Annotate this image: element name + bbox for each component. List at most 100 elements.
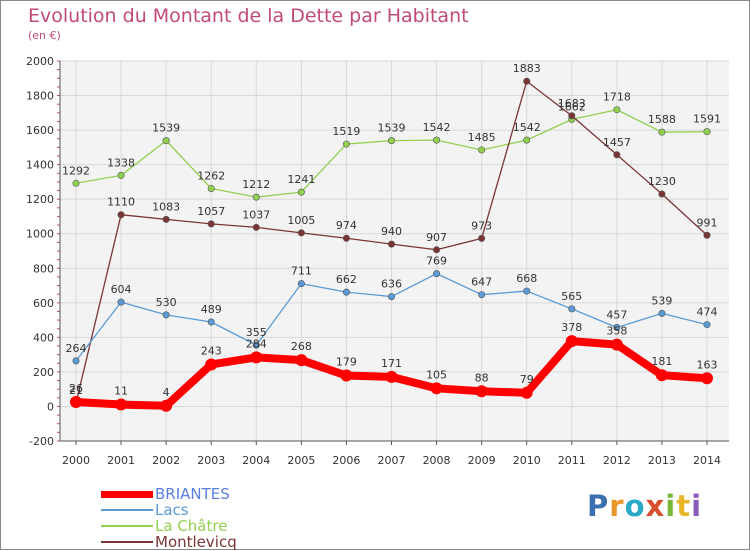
data-point: [207, 220, 215, 228]
x-tick-label: 2012: [603, 454, 631, 467]
data-label: 181: [651, 355, 672, 368]
y-tick-label: 1800: [26, 90, 54, 103]
x-tick-label: 2010: [513, 454, 541, 467]
data-label: 907: [426, 231, 447, 244]
data-point: [703, 231, 711, 239]
data-point: [565, 335, 578, 348]
data-label: 647: [471, 276, 492, 289]
data-point: [115, 398, 128, 411]
y-tick-label: 1200: [26, 193, 54, 206]
legend-label-montlevicq: Montlevicq: [155, 533, 237, 551]
data-label: 530: [156, 296, 177, 309]
legend-label-briantes: BRIANTES: [155, 485, 230, 503]
data-point: [523, 77, 531, 85]
data-point: [162, 311, 170, 319]
data-point: [252, 341, 260, 349]
data-point: [523, 136, 531, 144]
data-label: 1539: [152, 122, 180, 135]
data-label: 668: [516, 272, 537, 285]
data-label: 11: [114, 385, 128, 398]
data-point: [72, 357, 80, 365]
data-label: 1485: [468, 131, 496, 144]
data-point: [387, 293, 395, 301]
data-label: 769: [426, 255, 447, 268]
x-tick-label: 2009: [468, 454, 496, 467]
data-label: 171: [381, 357, 402, 370]
data-point: [207, 184, 215, 192]
legend-swatch-la-chatre: [101, 525, 153, 527]
x-tick-label: 2001: [107, 454, 135, 467]
x-tick-label: 2002: [152, 454, 180, 467]
data-point: [387, 137, 395, 145]
legend-label-la-chatre: La Châtre: [155, 517, 228, 535]
data-label: 1230: [648, 175, 676, 188]
data-point: [478, 291, 486, 299]
data-point: [117, 171, 125, 179]
data-label: 243: [201, 344, 222, 357]
data-label: 662: [336, 273, 357, 286]
data-point: [252, 223, 260, 231]
legend-label-lacs: Lacs: [155, 501, 189, 519]
data-label: 1591: [693, 113, 721, 126]
data-label: 26: [69, 382, 83, 395]
data-point: [478, 234, 486, 242]
data-point: [658, 309, 666, 317]
data-point: [523, 287, 531, 295]
data-label: 1457: [603, 136, 631, 149]
data-label: 711: [291, 265, 312, 278]
data-label: 1292: [62, 164, 90, 177]
data-point: [433, 246, 441, 254]
data-label: 1083: [152, 200, 180, 213]
x-tick-label: 2007: [378, 454, 406, 467]
data-label: 1037: [242, 208, 270, 221]
data-label: 973: [471, 219, 492, 232]
data-point: [430, 382, 443, 395]
data-point: [433, 136, 441, 144]
data-point: [205, 358, 218, 371]
data-label: 604: [111, 283, 132, 296]
data-point: [297, 188, 305, 196]
data-label: 355: [246, 326, 267, 339]
data-label: 1683: [558, 97, 586, 110]
y-tick-label: 600: [33, 297, 54, 310]
data-label: 1883: [513, 62, 541, 75]
data-label: 79: [520, 373, 534, 386]
x-tick-label: 2005: [287, 454, 315, 467]
y-tick-label: 1400: [26, 159, 54, 172]
data-point: [250, 351, 263, 364]
x-tick-label: 2000: [62, 454, 90, 467]
data-label: 268: [291, 340, 312, 353]
plot-area: [60, 61, 729, 441]
data-label: 1005: [287, 214, 315, 227]
legend-swatch-lacs: [101, 509, 153, 511]
data-point: [297, 229, 305, 237]
data-point: [613, 151, 621, 159]
data-point: [117, 298, 125, 306]
legend-swatch-briantes: [101, 491, 153, 498]
data-label: 1588: [648, 113, 676, 126]
x-tick-label: 2014: [693, 454, 721, 467]
data-label: 358: [606, 325, 627, 338]
data-point: [207, 318, 215, 326]
data-label: 636: [381, 278, 402, 291]
chart-subtitle: (en €): [28, 29, 61, 42]
y-tick-label: 1600: [26, 124, 54, 137]
data-point: [568, 112, 576, 120]
data-point: [295, 354, 308, 367]
data-label: 1057: [197, 205, 225, 218]
data-label: 1542: [513, 121, 541, 134]
data-label: 1718: [603, 91, 631, 104]
data-point: [342, 288, 350, 296]
data-label: 1542: [423, 121, 451, 134]
x-tick-label: 2011: [558, 454, 586, 467]
legend-swatch-montlevicq: [101, 541, 153, 543]
chart-title: Evolution du Montant de la Dette par Hab…: [28, 5, 469, 27]
data-point: [342, 140, 350, 148]
data-label: 1241: [287, 173, 315, 186]
data-label: 21: [69, 384, 83, 397]
data-point: [568, 305, 576, 313]
data-label: 1338: [107, 156, 135, 169]
data-label: 489: [201, 303, 222, 316]
y-tick-label: 800: [33, 262, 54, 275]
